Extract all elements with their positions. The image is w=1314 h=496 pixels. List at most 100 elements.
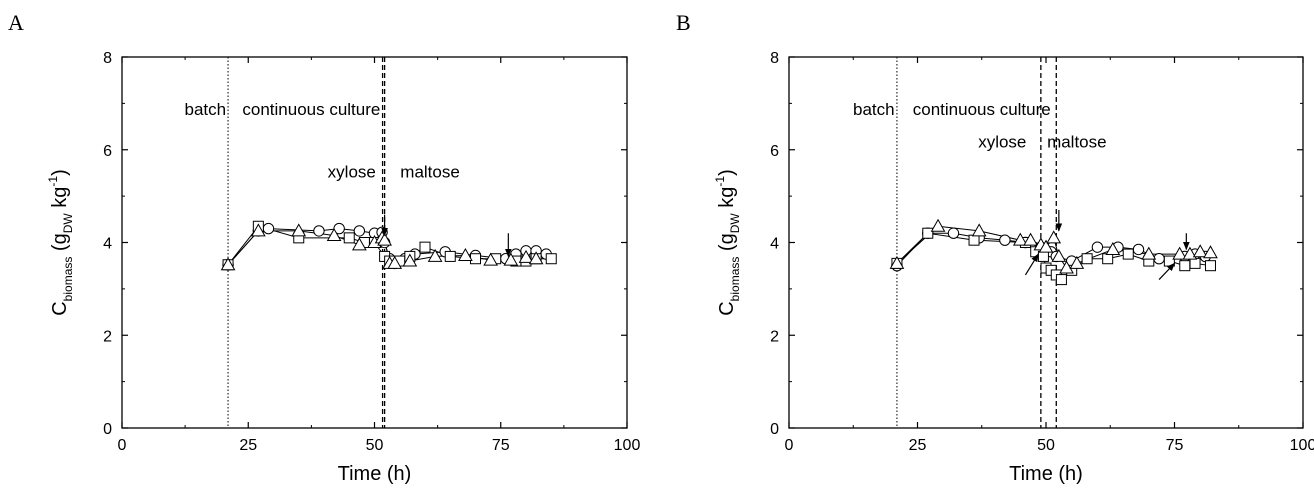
triangle-data-point [220,257,236,271]
triangle-data-point [1105,241,1121,255]
triangle-data-point [377,232,392,246]
y-axis-title: Cbiomass (gDW kg-1) [713,169,742,316]
y-tick-label: 6 [103,143,112,160]
triangle-data-point [1059,260,1074,274]
triangle-data-point [458,247,473,261]
panel-b: B 0 25 50 75 100 0 2 4 6 8 Time (h) Cbiomass (gDW kg… [676,10,1314,485]
triangle-data-point [326,228,342,242]
x-tick-label: 100 [1290,437,1314,454]
annotation-label: maltose [1047,132,1107,151]
square-data-point [1189,257,1201,269]
y-title-unit-mid: kg [49,187,71,214]
x-tick-label: 25 [909,437,927,454]
square-data-point [1204,260,1216,272]
y-tick-label: 2 [770,328,779,345]
annotation-label: maltose [400,163,460,182]
square-data-point [1122,248,1134,260]
triangle-data-point [1203,245,1218,259]
triangle-data-point [1141,246,1157,260]
triangle-data-point [971,223,987,237]
square-data-point [1055,274,1067,286]
triangle-data-point [387,255,403,269]
square-data-point [444,250,456,262]
triangle-data-point [889,255,905,269]
y-title-unit-superscript: -1 [46,176,60,187]
triangle-data-point [291,223,307,237]
square-data-point [922,227,934,239]
square-data-point [545,253,557,265]
annotation-label: batch [185,100,227,119]
triangle-data-point [1182,246,1198,260]
y-axis-title: Cbiomass (gDW kg-1) [46,169,75,316]
y-tick-label: 0 [770,421,779,438]
y-tick-label: 0 [103,421,112,438]
y-tick-label: 2 [103,328,112,345]
triangle-data-point [1069,255,1085,269]
square-data-point [1081,253,1093,265]
x-axis-title: Time (h) [1009,463,1083,485]
x-tick-label: 75 [1166,437,1184,454]
triangle-data-point [930,218,946,232]
circle-data-point [262,222,275,235]
y-title-unit-superscript: -1 [713,176,727,187]
annotation-arrow [1158,262,1176,281]
y-title-unit-open: (g [49,233,71,256]
circle-data-point [353,225,366,237]
triangle-data-point [427,248,443,262]
y-title-unit-close: ) [49,169,71,176]
annotation-label: batch [853,100,895,119]
square-data-point [343,232,355,244]
x-tick-label: 100 [614,437,641,454]
x-tick-label: 0 [118,437,127,454]
x-tick-label: 25 [239,437,257,454]
triangle-data-point [351,237,367,251]
square-data-point [470,253,481,265]
triangle-data-point [528,251,544,265]
panel-a: A 0 25 50 75 100 0 2 4 6 8 Time (h) Cbiomass (gDW kg… [8,10,640,485]
triangle-data-point [518,249,534,263]
y-title-subscript: biomass [728,257,742,302]
y-title-unit-open: (g [716,233,738,256]
triangle-data-point [503,252,519,266]
annotation-label: continuous culture [242,100,380,119]
annotation-arrow [1024,253,1039,276]
triangle-data-point [1038,239,1054,253]
y-title-subscript: biomass [61,257,75,302]
square-data-point [1179,260,1191,272]
y-title-unit-subscript: DW [728,213,742,234]
x-tick-label: 50 [366,437,384,454]
square-data-point [419,241,431,253]
triangle-data-point [402,253,418,267]
annotation-label: continuous culture [913,100,1051,119]
y-tick-label: 4 [103,236,112,253]
triangle-data-point [1012,232,1028,246]
y-tick-label: 8 [770,50,779,67]
panel-letter: B [676,10,691,35]
triangle-data-point [1023,232,1038,246]
y-title-main: C [716,301,738,315]
triangle-data-point [1051,248,1067,262]
y-title-unit-subscript: DW [61,213,75,234]
x-axis-title: Time (h) [338,463,412,485]
panel-letter: A [8,10,24,35]
square-data-point [1037,250,1049,262]
y-tick-label: 4 [770,236,779,253]
y-title-main: C [49,301,71,315]
y-title-unit-mid: kg [716,187,738,214]
x-tick-label: 0 [785,437,794,454]
circle-data-point [1132,243,1145,256]
triangle-data-point [1172,246,1187,260]
circle-data-point [947,227,960,239]
y-title-unit-close: ) [716,169,738,176]
x-tick-label: 50 [1037,437,1055,454]
triangle-data-point [250,223,266,237]
circle-data-point [313,225,325,237]
y-tick-label: 6 [770,143,779,160]
triangle-data-point [1046,230,1062,244]
triangle-data-point [1192,244,1208,258]
annotation-label: xylose [978,132,1026,151]
square-data-point [968,234,980,246]
y-tick-label: 8 [103,50,112,67]
square-data-point [1102,253,1114,265]
